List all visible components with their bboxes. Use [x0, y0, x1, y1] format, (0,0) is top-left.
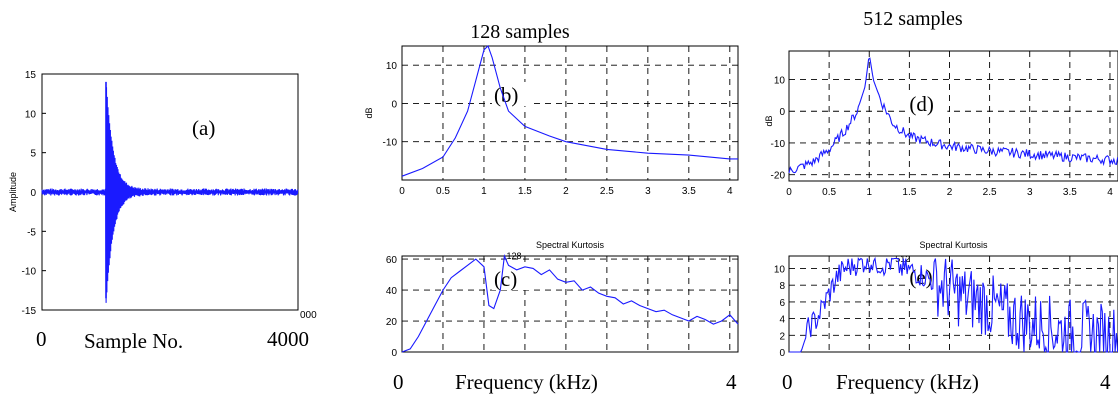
- right-xlabel-mid: Frequency (kHz): [836, 370, 979, 394]
- d-xtick-label: 3: [1027, 187, 1033, 198]
- b-xtick-label: 3.5: [682, 186, 696, 197]
- b-panel-label: (b): [494, 83, 519, 107]
- b-xtick-label: 0.5: [436, 186, 450, 197]
- b-xtick-label: 1: [481, 186, 487, 197]
- d-xtick-label: 3.5: [1063, 187, 1077, 198]
- e-kurtosis-line: [789, 256, 1118, 353]
- e-ytick-label: 4: [779, 315, 785, 326]
- c-panel-label: (c): [494, 267, 517, 291]
- c-title: Spectral Kurtosis: [536, 240, 605, 250]
- c-ytick-label: 60: [386, 255, 398, 266]
- a-panel-label: (a): [192, 116, 215, 140]
- header-128-samples: 128 samples: [470, 21, 570, 43]
- a-ytick-label: 0: [30, 188, 36, 199]
- b-xtick-label: 2: [563, 186, 569, 197]
- a-signal-line: [41, 87, 299, 303]
- b-xtick-label: 3: [645, 186, 651, 197]
- b-xtick-label: 4: [727, 186, 733, 197]
- a-xlabel-mid: Sample No.: [84, 329, 183, 353]
- d-xtick-label: 4: [1107, 187, 1113, 198]
- d-ytick-label: 10: [774, 76, 786, 87]
- panel-b-spectrum-128: 10 0 -10 0 0.5 1 1.5 2 2.5 3 3.5 4 dB (b): [364, 45, 739, 197]
- panel-a-time-signal: 15 10 5 0 -5 -10 -15 000 Amplitude (a): [8, 70, 317, 321]
- d-frame: [788, 50, 1118, 182]
- b-spectrum-line: [401, 45, 738, 177]
- c-annotation: 128: [506, 251, 521, 261]
- a-ytick-label: 15: [25, 70, 37, 81]
- b-xtick-label: 0: [399, 186, 405, 197]
- right-xlabel-start: 0: [782, 370, 793, 394]
- panel-d-spectrum-512: 100-10-200 0.5 1 1.5 2 2.5 3 3.5 4dB(d): [764, 50, 1118, 198]
- d-ytick-label: 0: [779, 107, 785, 118]
- e-ytick-label: 2: [779, 331, 785, 342]
- a-ylabel: Amplitude: [8, 172, 18, 212]
- c-kurtosis-line: [401, 253, 739, 353]
- d-xtick-label: 2: [947, 187, 953, 198]
- c-ytick-label: 20: [386, 317, 398, 328]
- d-ylabel: dB: [764, 115, 774, 126]
- header-512-samples: 512 samples: [863, 8, 963, 30]
- a-xlabel-end: 4000: [267, 327, 309, 351]
- a-xtick-label: 000: [300, 310, 317, 321]
- d-xtick-label: 1: [866, 187, 872, 198]
- d-label-bg: [907, 91, 948, 115]
- e-ytick-label: 8: [779, 281, 785, 292]
- left-xlabel-mid: Frequency (kHz): [455, 370, 598, 394]
- d-xtick-label: 0.5: [822, 187, 836, 198]
- d-ytick-label: -10: [771, 139, 786, 150]
- b-ytick-label: 10: [386, 61, 398, 72]
- left-xlabel-start: 0: [393, 370, 404, 394]
- a-ytick-label: 5: [30, 149, 36, 160]
- b-ylabel: dB: [364, 107, 374, 118]
- d-xtick-label: 2.5: [983, 187, 997, 198]
- e-ytick-label: 6: [779, 298, 785, 309]
- e-ytick-label: 10: [774, 265, 786, 276]
- b-ytick-label: -10: [383, 138, 398, 149]
- d-ytick-label: -20: [771, 171, 786, 182]
- a-xlabel-start: 0: [36, 327, 47, 351]
- d-spectrum-line: [788, 57, 1118, 174]
- a-ytick-label: 10: [25, 109, 37, 120]
- e-ytick-label: 0: [779, 348, 785, 359]
- a-ytick-label: -5: [27, 227, 36, 238]
- c-frame: [401, 255, 739, 353]
- b-label-bg: [491, 82, 532, 106]
- e-frame: [788, 255, 1118, 353]
- c-ytick-label: 40: [386, 286, 398, 297]
- panel-c-kurtosis-128: 60 40 20 0 Spectral Kurtosis 128 (c): [386, 240, 739, 359]
- e-title: Spectral Kurtosis: [919, 240, 988, 250]
- b-xtick-label: 2.5: [600, 186, 614, 197]
- d-panel-label: (d): [909, 92, 934, 116]
- d-xtick-label: 1.5: [902, 187, 916, 198]
- b-frame: [401, 45, 739, 181]
- c-label-bg: [491, 266, 532, 290]
- right-xlabel-end: 4: [1100, 370, 1111, 394]
- c-ytick-label: 0: [391, 348, 397, 359]
- b-xtick-label: 1.5: [518, 186, 532, 197]
- b-ytick-label: 0: [391, 99, 397, 110]
- a-ytick-label: -10: [22, 267, 37, 278]
- a-ytick-label: -15: [22, 306, 37, 317]
- d-xtick-label: 0: [786, 187, 792, 198]
- left-xlabel-end: 4: [726, 370, 737, 394]
- e-label-bg: [907, 264, 948, 288]
